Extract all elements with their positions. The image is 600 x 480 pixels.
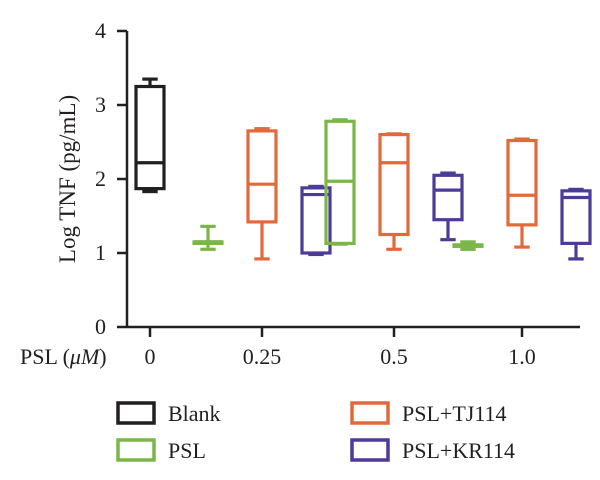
box-psl-kr114-1.0 [560,187,592,261]
box-plots [134,77,592,261]
legend-label: PSL+KR114 [402,438,515,463]
legend-swatch [350,401,390,425]
box-psl-0.5 [324,118,356,246]
x-axis-prefix-label: PSL (μM) [20,344,107,369]
box-iqr [560,189,592,245]
legend-swatch [116,401,156,425]
box-psl-kr114-0.5 [432,171,464,242]
legend-item-psl-tj114: PSL+TJ114 [350,401,507,426]
legend-label: PSL [168,438,206,463]
y-tick-label: 0 [95,314,106,339]
box-psl-tj114-0.25 [246,127,278,261]
box-iqr [134,84,166,191]
box-iqr [378,133,410,237]
legend-item-psl-kr114: PSL+KR114 [350,438,515,463]
box-psl-tj114-0.5 [378,132,410,251]
legend-item-psl: PSL [116,438,206,463]
x-ticks: 0 0.25 0.5 1.0 [145,327,536,369]
box-iqr [246,129,278,224]
y-ticks: 0 1 2 3 4 [95,18,127,339]
y-tick-label: 4 [95,18,106,43]
box-psl-0.25 [192,224,224,251]
x-tick-label: 0.25 [243,344,282,369]
legend-label: Blank [168,401,221,426]
x-tick-label: 0.5 [380,344,408,369]
box-iqr [300,186,332,255]
legend-label: PSL+TJ114 [402,401,507,426]
x-tick-label: 0 [145,344,156,369]
x-axis-prefix-close: ) [99,344,106,369]
y-tick-label: 1 [95,240,106,265]
legend-swatch [350,438,390,462]
legend-item-blank: Blank [116,401,221,426]
y-axis-label: Log TNF (pg/mL) [55,95,80,263]
box-iqr [432,173,464,222]
box-blank-0 [134,77,166,194]
legend: Blank PSL PSL+TJ114 PSL+KR114 [116,401,515,463]
y-tick-label: 3 [95,92,106,117]
box-psl-1.0 [452,240,484,251]
x-axis-prefix-main: PSL ( [20,344,70,369]
x-axis-prefix-unit: μM [69,344,101,369]
box-iqr [506,138,538,227]
box-psl-tj114-1.0 [506,137,538,249]
x-tick-label: 1.0 [508,344,536,369]
y-tick-label: 2 [95,166,106,191]
legend-swatch [116,438,156,462]
